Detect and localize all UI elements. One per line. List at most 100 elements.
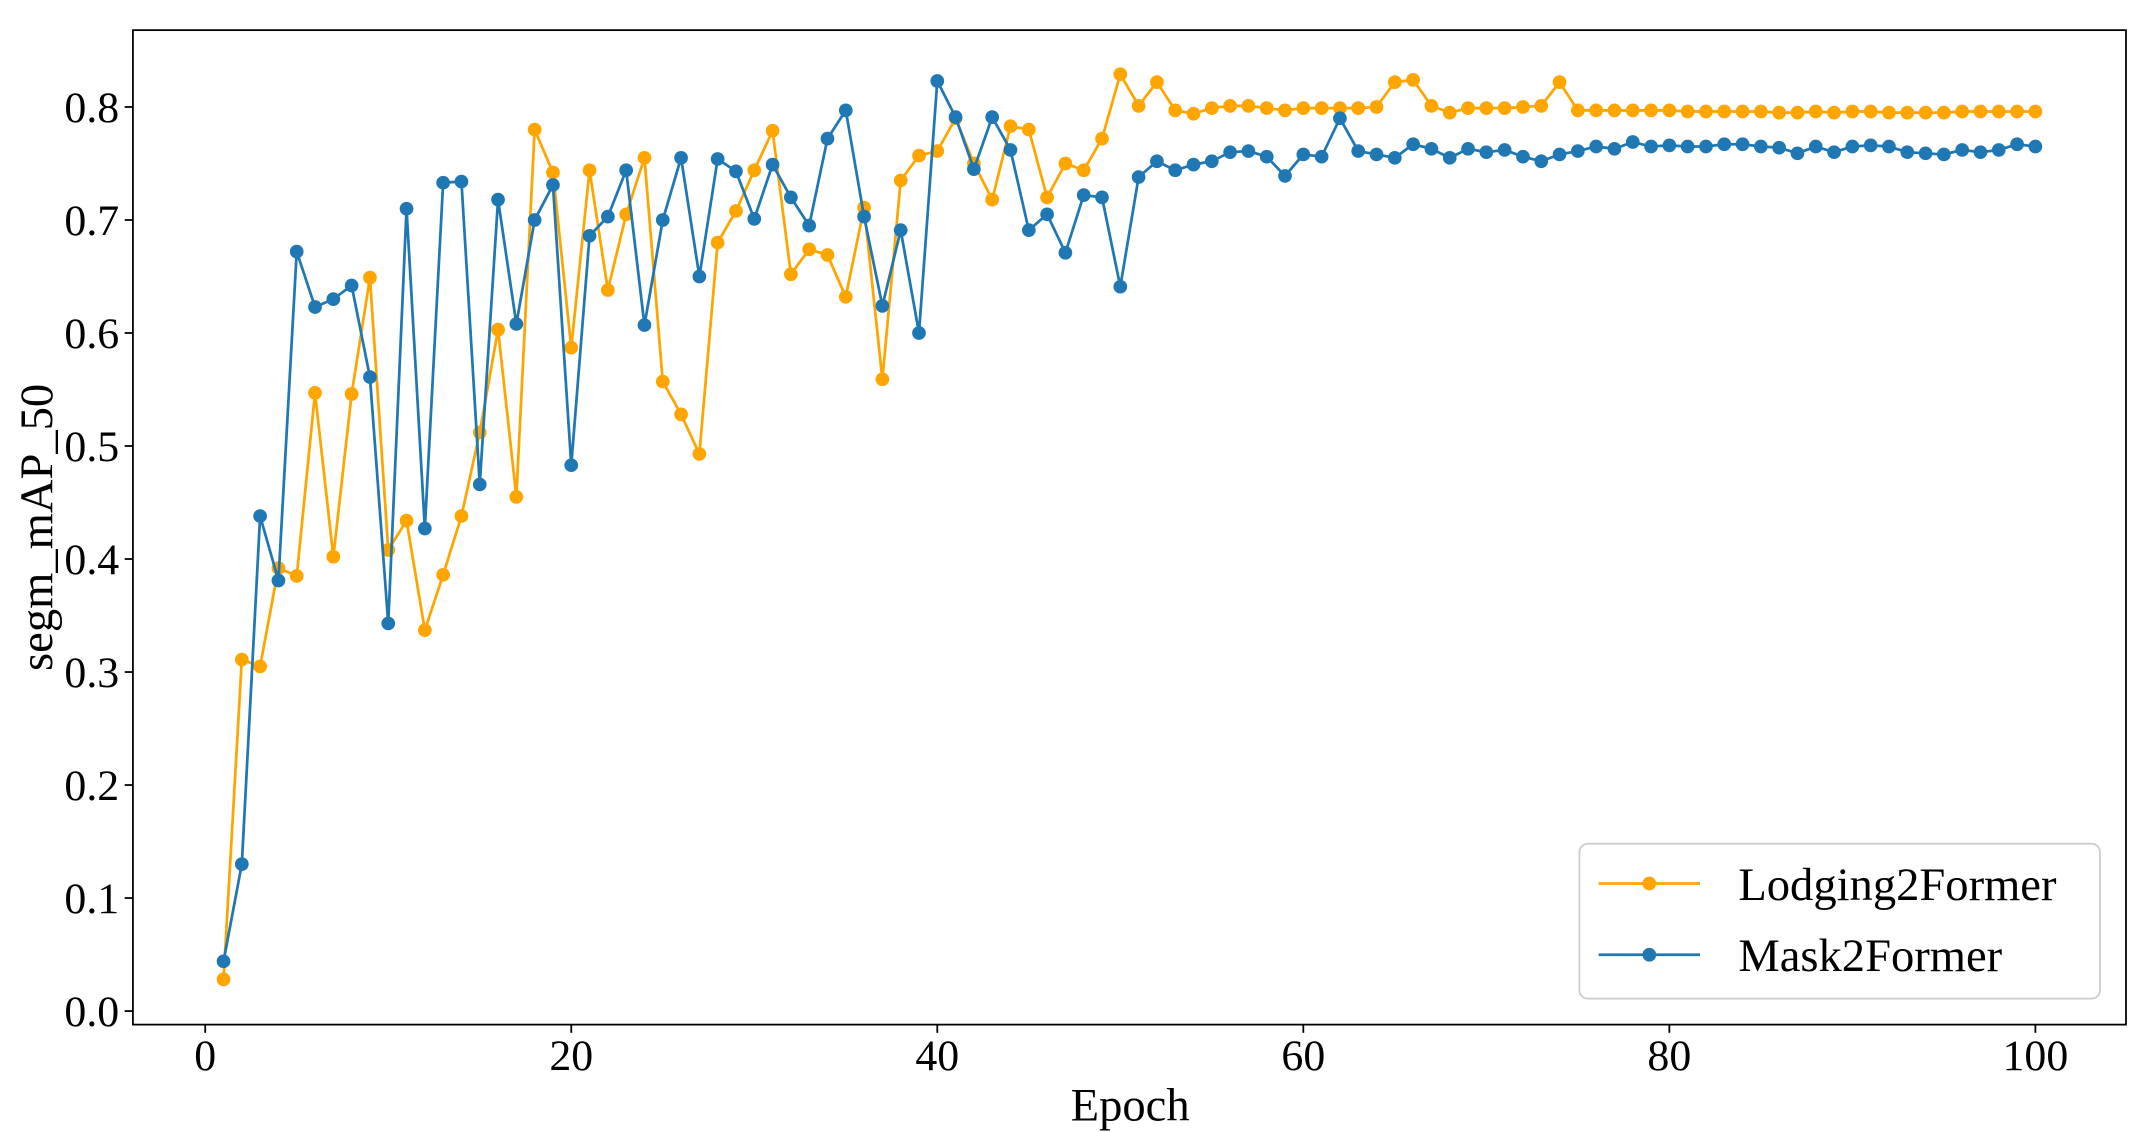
- data-point: [1424, 141, 1439, 156]
- data-point: [1351, 144, 1366, 158]
- data-point: [637, 318, 652, 332]
- data-point: [417, 623, 432, 638]
- data-point: [1351, 101, 1366, 115]
- data-point: [820, 131, 835, 146]
- data-point: [674, 407, 688, 422]
- data-point: [1058, 245, 1073, 260]
- data-point: [967, 162, 981, 176]
- data-point: [1131, 99, 1146, 113]
- x-tick-label: 40: [915, 1032, 959, 1080]
- data-point: [509, 317, 524, 331]
- data-point: [1150, 154, 1164, 169]
- data-point: [381, 616, 396, 631]
- data-point: [729, 164, 743, 179]
- data-point: [1003, 143, 1018, 157]
- data-point: [1772, 140, 1787, 155]
- data-point: [1863, 138, 1878, 153]
- data-point: [1113, 67, 1128, 82]
- data-point: [344, 387, 359, 401]
- data-point: [454, 174, 469, 189]
- data-point: [1021, 223, 1036, 238]
- data-point: [1680, 104, 1695, 119]
- data-point: [1369, 147, 1384, 162]
- data-point: [1644, 139, 1658, 154]
- data-point: [875, 299, 890, 313]
- data-point: [1607, 103, 1622, 118]
- x-tick-label: 80: [1647, 1032, 1691, 1080]
- data-point: [1991, 143, 2006, 157]
- data-point: [948, 110, 963, 125]
- data-point: [1754, 104, 1768, 119]
- data-point: [1699, 139, 1713, 154]
- data-point: [399, 513, 414, 528]
- data-point: [893, 223, 908, 238]
- data-point: [655, 374, 670, 389]
- series-line: [222, 75, 2036, 962]
- data-point: [1735, 104, 1750, 119]
- y-tick-label: 0.1: [64, 875, 119, 923]
- data-point: [1827, 145, 1841, 160]
- data-point: [1186, 106, 1201, 121]
- data-point: [234, 652, 249, 667]
- data-point: [1570, 103, 1585, 118]
- data-point: [1333, 101, 1347, 115]
- data-point: [582, 163, 597, 178]
- y-tick-label: 0.5: [64, 423, 119, 471]
- legend-label: Mask2Former: [1738, 931, 2002, 982]
- data-point: [454, 509, 469, 523]
- data-point: [1589, 139, 1603, 154]
- data-point: [1497, 101, 1512, 115]
- data-point: [747, 212, 762, 226]
- data-point: [491, 322, 505, 337]
- data-point: [1625, 103, 1640, 118]
- data-point: [1900, 145, 1915, 160]
- data-point: [875, 372, 890, 387]
- data-point: [344, 278, 359, 293]
- data-point: [1461, 101, 1475, 115]
- data-point: [692, 269, 707, 284]
- data-point: [564, 458, 579, 473]
- y-tick-label: 0.2: [64, 762, 119, 810]
- data-point: [363, 270, 377, 285]
- data-point: [674, 150, 688, 165]
- data-point: [2028, 139, 2043, 154]
- y-axis-label: segm_mAP_50: [12, 384, 63, 671]
- data-point: [985, 110, 1000, 125]
- data-point: [1168, 103, 1183, 118]
- data-point: [784, 190, 798, 205]
- data-point: [1442, 105, 1457, 120]
- data-point: [765, 123, 780, 138]
- data-point: [1278, 169, 1292, 183]
- data-point: [1278, 103, 1292, 118]
- data-point: [1808, 139, 1823, 154]
- data-point: [1827, 105, 1841, 120]
- y-tick-label: 0.8: [64, 84, 119, 132]
- data-point: [1241, 144, 1256, 158]
- data-point: [363, 370, 377, 384]
- data-point: [1680, 139, 1695, 154]
- data-point: [1662, 103, 1677, 118]
- data-point: [1662, 138, 1677, 153]
- data-point: [1424, 99, 1439, 113]
- data-point: [985, 192, 1000, 207]
- data-point: [1900, 105, 1915, 120]
- data-point: [930, 144, 945, 158]
- data-point: [1570, 144, 1585, 158]
- data-point: [1387, 150, 1402, 165]
- data-point: [1717, 104, 1732, 119]
- data-point: [1442, 150, 1457, 165]
- data-point: [619, 163, 634, 178]
- data-point: [1333, 111, 1347, 126]
- data-point: [1625, 135, 1640, 149]
- data-point: [326, 292, 341, 306]
- data-point: [253, 659, 267, 674]
- data-point: [253, 509, 267, 523]
- data-point: [1607, 141, 1622, 156]
- data-point: [1973, 104, 1988, 119]
- data-point: [1955, 143, 1970, 157]
- data-point: [1937, 147, 1951, 162]
- data-point: [930, 74, 945, 88]
- data-point: [601, 209, 615, 224]
- data-point: [838, 289, 853, 304]
- data-point: [1406, 73, 1420, 87]
